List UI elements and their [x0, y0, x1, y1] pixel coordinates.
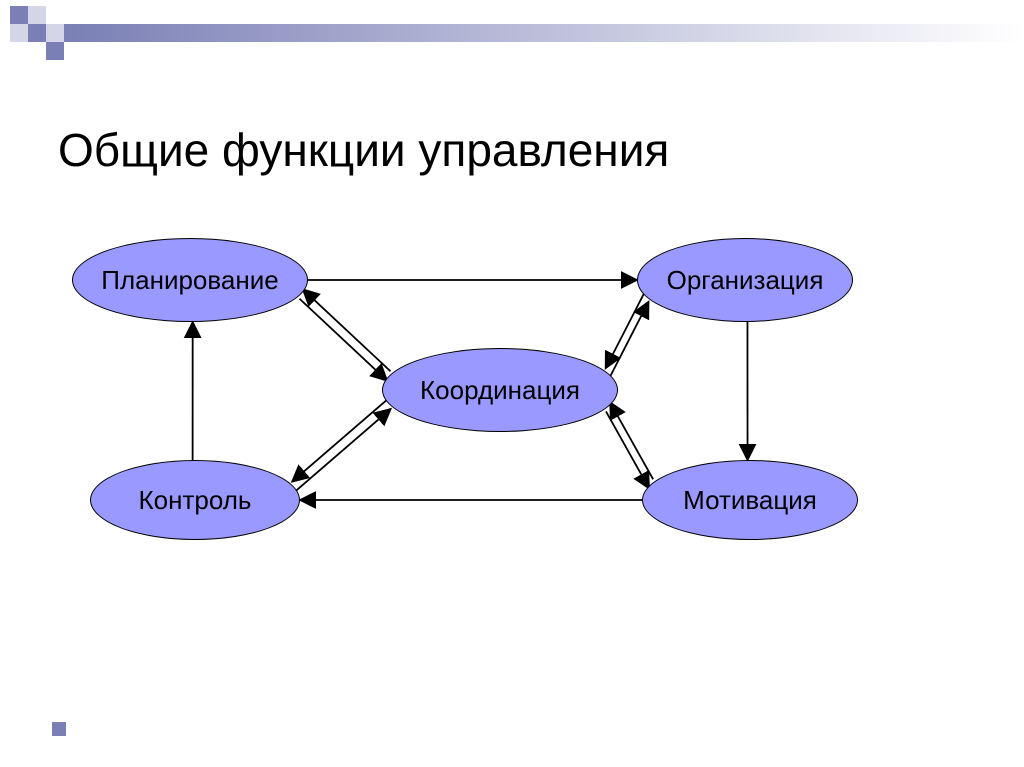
node-org: Организация	[637, 238, 853, 322]
node-label-coord: Координация	[420, 375, 580, 406]
node-coord: Координация	[382, 348, 618, 432]
slide: Общие функции управления Планирование Орг…	[0, 0, 1024, 767]
node-label-mot: Мотивация	[683, 485, 817, 516]
page-title: Общие функции управления	[58, 123, 669, 177]
node-plan: Планирование	[72, 238, 308, 322]
node-label-ctrl: Контроль	[139, 485, 252, 516]
node-label-org: Организация	[667, 265, 824, 296]
node-label-plan: Планирование	[101, 265, 278, 296]
node-ctrl: Контроль	[90, 460, 300, 540]
node-mot: Мотивация	[642, 460, 858, 540]
